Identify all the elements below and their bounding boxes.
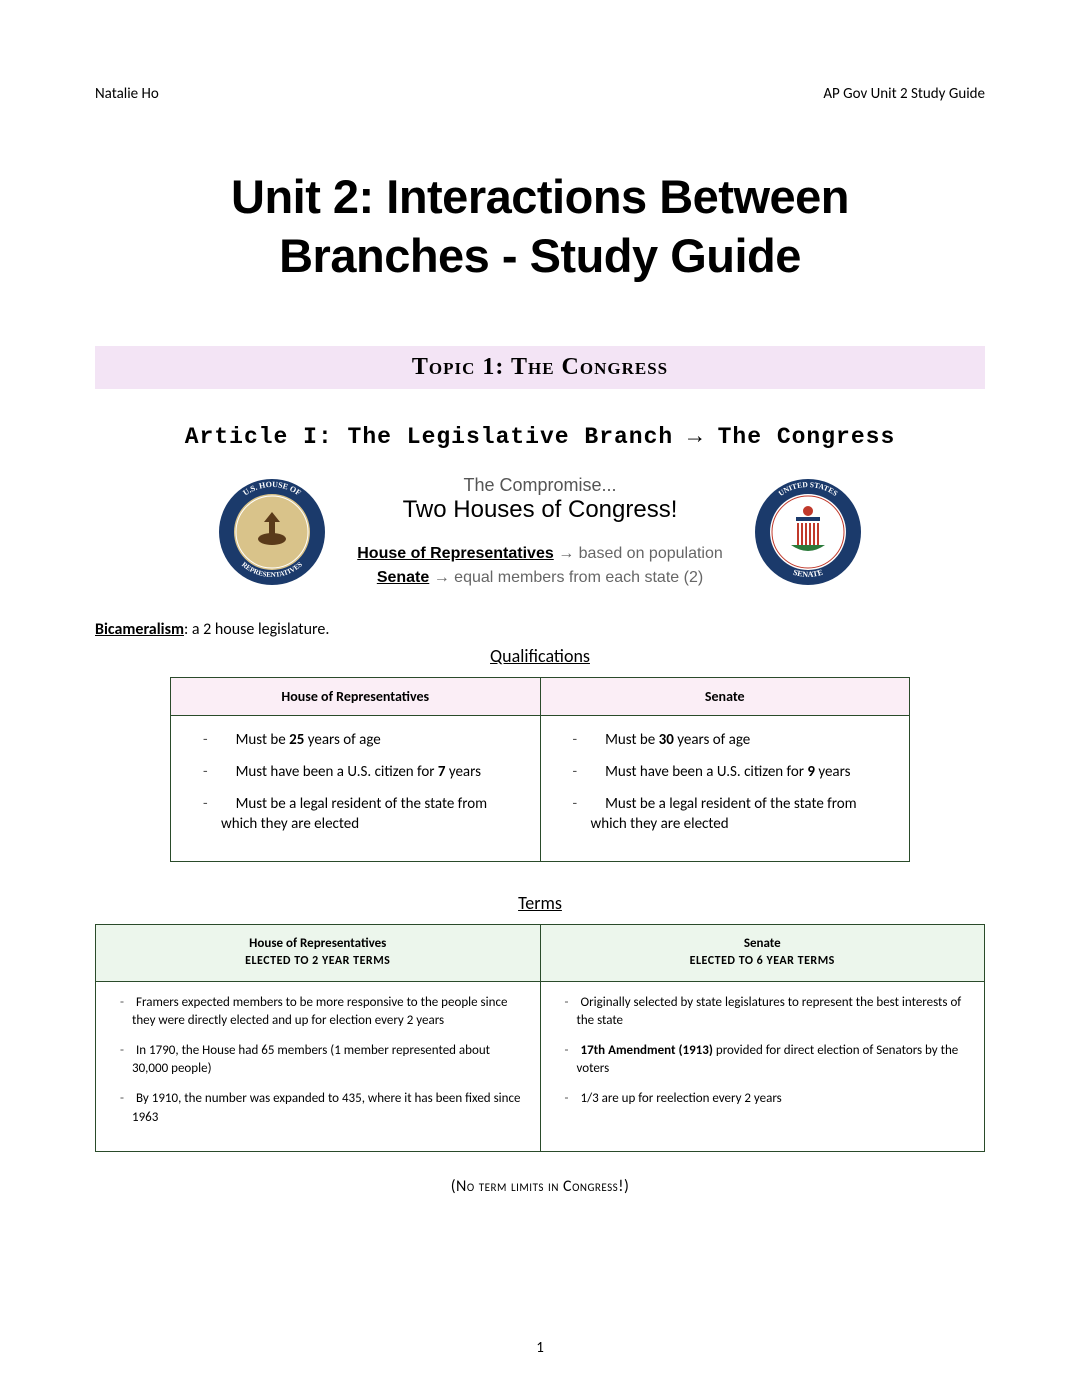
terms-senate-cell: Originally selected by state legislature… <box>540 981 985 1151</box>
terms-title: Terms <box>95 892 985 914</box>
terms-table: House of Representatives ELECTED TO 2 YE… <box>95 924 985 1152</box>
list-item: 1/3 are up for reelection every 2 years <box>559 1090 967 1108</box>
list-item: 17th Amendment (1913) provided for direc… <box>559 1042 967 1078</box>
header-doc-title: AP Gov Unit 2 Study Guide <box>823 85 985 103</box>
no-term-limits-note: (No term limits in Congress!) <box>95 1177 985 1196</box>
compromise-text: The Compromise... Two Houses of Congress… <box>357 475 723 590</box>
page-header: Natalie Ho AP Gov Unit 2 Study Guide <box>95 85 985 103</box>
document-page: Natalie Ho AP Gov Unit 2 Study Guide Uni… <box>0 0 1080 1301</box>
list-item: Must be a legal resident of the state fr… <box>561 794 890 835</box>
qual-senate-cell: Must be 30 years of age Must have been a … <box>540 715 910 861</box>
page-number: 1 <box>0 1339 1080 1357</box>
qual-header-house: House of Representatives <box>171 677 541 715</box>
senate-seal-icon: UNITED STATES SENATE <box>753 477 863 587</box>
terms-header-senate: Senate ELECTED TO 6 YEAR TERMS <box>540 924 985 981</box>
qualifications-title: Qualifications <box>95 645 985 667</box>
list-item: Must be 25 years of age <box>191 730 520 750</box>
main-title: Unit 2: Interactions Between Branches - … <box>95 168 985 286</box>
list-item: Must be 30 years of age <box>561 730 890 750</box>
compromise-section: U.S. HOUSE OF REPRESENTATIVES The Compro… <box>95 475 985 590</box>
terms-house-cell: Framers expected members to be more resp… <box>96 981 541 1151</box>
terms-header-house: House of Representatives ELECTED TO 2 YE… <box>96 924 541 981</box>
list-item: In 1790, the House had 65 members (1 mem… <box>114 1042 522 1078</box>
article-heading: Article I: The Legislative Branch → The … <box>95 424 985 450</box>
bicameralism-def: Bicameralism: a 2 house legislature. <box>95 620 985 639</box>
house-seal-icon: U.S. HOUSE OF REPRESENTATIVES <box>217 477 327 587</box>
qualifications-table: House of Representatives Senate Must be … <box>170 677 910 862</box>
list-item: Must be a legal resident of the state fr… <box>191 794 520 835</box>
header-author: Natalie Ho <box>95 85 159 103</box>
qual-house-cell: Must be 25 years of age Must have been a … <box>171 715 541 861</box>
list-item: Must have been a U.S. citizen for 7 year… <box>191 762 520 782</box>
list-item: Must have been a U.S. citizen for 9 year… <box>561 762 890 782</box>
qual-header-senate: Senate <box>540 677 910 715</box>
list-item: Framers expected members to be more resp… <box>114 994 522 1030</box>
topic-banner: Topic 1: The Congress <box>95 346 985 389</box>
list-item: Originally selected by state legislature… <box>559 994 967 1030</box>
list-item: By 1910, the number was expanded to 435,… <box>114 1090 522 1126</box>
